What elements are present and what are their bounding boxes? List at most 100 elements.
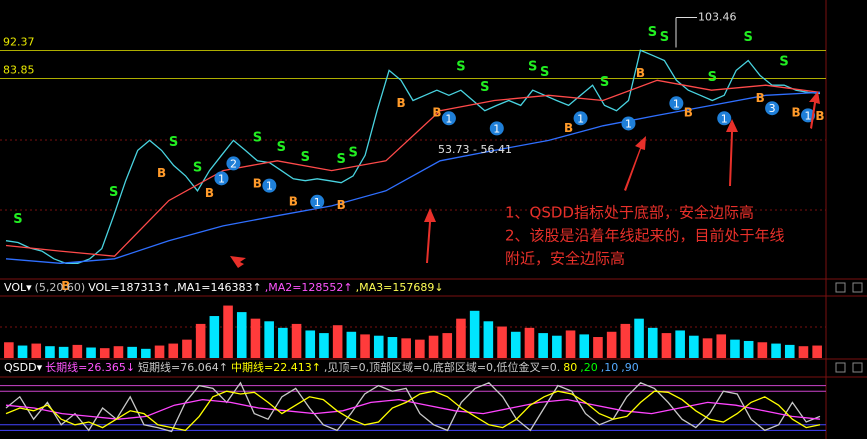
volume-bar [675, 330, 685, 358]
volume-bar [360, 334, 370, 358]
volume-bar [442, 333, 453, 358]
legend-item: ,10 [601, 361, 619, 374]
volume-bar [689, 335, 699, 358]
volume-bar [346, 331, 357, 358]
signal-buy: B [564, 121, 573, 135]
signal-badge [310, 194, 325, 209]
volume-bar [593, 337, 603, 358]
volume-bar [428, 335, 439, 358]
volume-bar [798, 346, 809, 358]
volume-bar [250, 318, 261, 358]
volume-bar [743, 340, 754, 358]
legend-item: ,见顶=0,顶部区域=0,底部区域=0,低位金叉=0. [324, 360, 560, 374]
legend-item: 长期线=26.365↓ [45, 360, 135, 374]
legend-item: ,MA2=128552↑ [265, 281, 353, 294]
volume-bar [647, 327, 658, 358]
volume-bar [264, 321, 274, 358]
signal-badge [262, 178, 277, 193]
volume-bar [497, 326, 507, 358]
signal-buy: B [337, 198, 346, 212]
icon[interactable] [852, 282, 863, 293]
signal-sell: S [528, 60, 537, 75]
signal-buy: B [396, 96, 405, 110]
signal-buy: B [289, 194, 298, 208]
series-line [5, 381, 821, 433]
volume-bar [812, 345, 822, 358]
signal-sell: S [277, 140, 286, 155]
signal-sell: S [660, 30, 669, 45]
volume-bar [538, 333, 548, 358]
signal-sell: S [109, 185, 118, 200]
volume-bar [510, 331, 521, 358]
series-line [5, 390, 821, 432]
volume-bar [182, 339, 192, 358]
volume-bar [757, 342, 768, 358]
volume-bar [716, 334, 727, 358]
volume-bar [456, 318, 466, 358]
signal-badge [214, 171, 229, 186]
volume-bar [730, 339, 740, 358]
signal-sell: S [648, 25, 657, 40]
volume-bar [86, 347, 96, 358]
signal-count: 3 [769, 102, 776, 115]
signal-sell: S [456, 60, 465, 75]
signal-sell: S [743, 30, 752, 45]
series-line [5, 49, 821, 264]
icon[interactable] [852, 362, 863, 373]
volume-bar [141, 348, 151, 358]
volume-bar [483, 321, 494, 358]
legend-item: ,MA3=157689↓ [356, 281, 444, 294]
volume-bar [771, 343, 781, 358]
arrow [624, 136, 646, 191]
signal-count: 1 [493, 122, 500, 135]
signal-count: 2 [230, 157, 237, 170]
volume-bar [278, 327, 288, 358]
signal-count: 1 [721, 112, 728, 125]
volume-bar [236, 312, 247, 358]
volume-bar [72, 344, 83, 358]
icon[interactable] [835, 362, 846, 373]
signal-badge [441, 111, 456, 126]
legend-item: VOL=187313↑ [88, 281, 171, 294]
signal-buy: B [684, 106, 693, 120]
signal-sell: S [301, 150, 310, 165]
volume-bar [373, 335, 384, 358]
icon[interactable] [835, 282, 846, 293]
signal-badge [717, 111, 732, 126]
signal-sell: S [480, 80, 489, 95]
signal-sell: S [708, 70, 717, 85]
arrow [809, 91, 820, 129]
annotation: 53.73 - 56.41 [438, 143, 512, 156]
legend-item: 中期线=22.413↑ [231, 360, 321, 374]
volume-bar [469, 310, 480, 358]
volume-bar [291, 323, 302, 358]
volume-bar [305, 330, 316, 358]
signal-count: 1 [805, 109, 812, 122]
volume-bar [45, 346, 55, 358]
volume-bar [127, 346, 137, 358]
series-line [5, 91, 821, 264]
signal-count: 1 [266, 180, 273, 193]
volume-bar [17, 345, 28, 358]
volume-bar [620, 323, 631, 358]
volume-bar [552, 335, 562, 358]
volume-bar [784, 344, 795, 358]
legend-item: VOL▾ [4, 281, 32, 294]
signal-count: 1 [625, 117, 632, 130]
volume-bar [58, 346, 69, 358]
volume-bar [4, 342, 14, 358]
volume-bar [606, 331, 617, 358]
signal-buy: B [157, 166, 166, 180]
note: 1、QSDD指标处于底部，安全边际高 [505, 204, 754, 222]
signal-sell: S [600, 75, 609, 90]
arrow [424, 208, 436, 263]
signal-count: 1 [673, 97, 680, 110]
signal-sell: S [540, 65, 549, 80]
signal-buy: B [253, 176, 262, 190]
signal-badge [621, 116, 636, 131]
legend-item: 80 [563, 361, 577, 374]
